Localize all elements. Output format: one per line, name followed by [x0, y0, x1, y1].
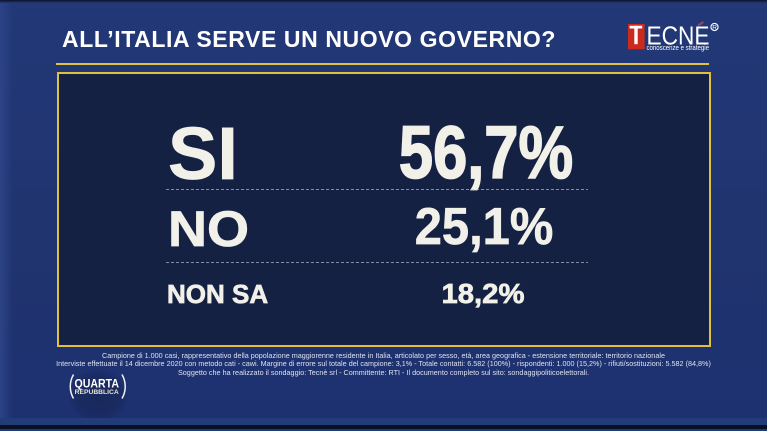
svg-text:REPUBBLICA: REPUBBLICA: [75, 389, 120, 396]
svg-text:ECNE: ECNE: [647, 23, 710, 51]
svg-text:R: R: [712, 25, 717, 32]
svg-text:conoscenze e strategie: conoscenze e strategie: [647, 45, 710, 52]
svg-text:QUARTA: QUARTA: [75, 377, 120, 391]
